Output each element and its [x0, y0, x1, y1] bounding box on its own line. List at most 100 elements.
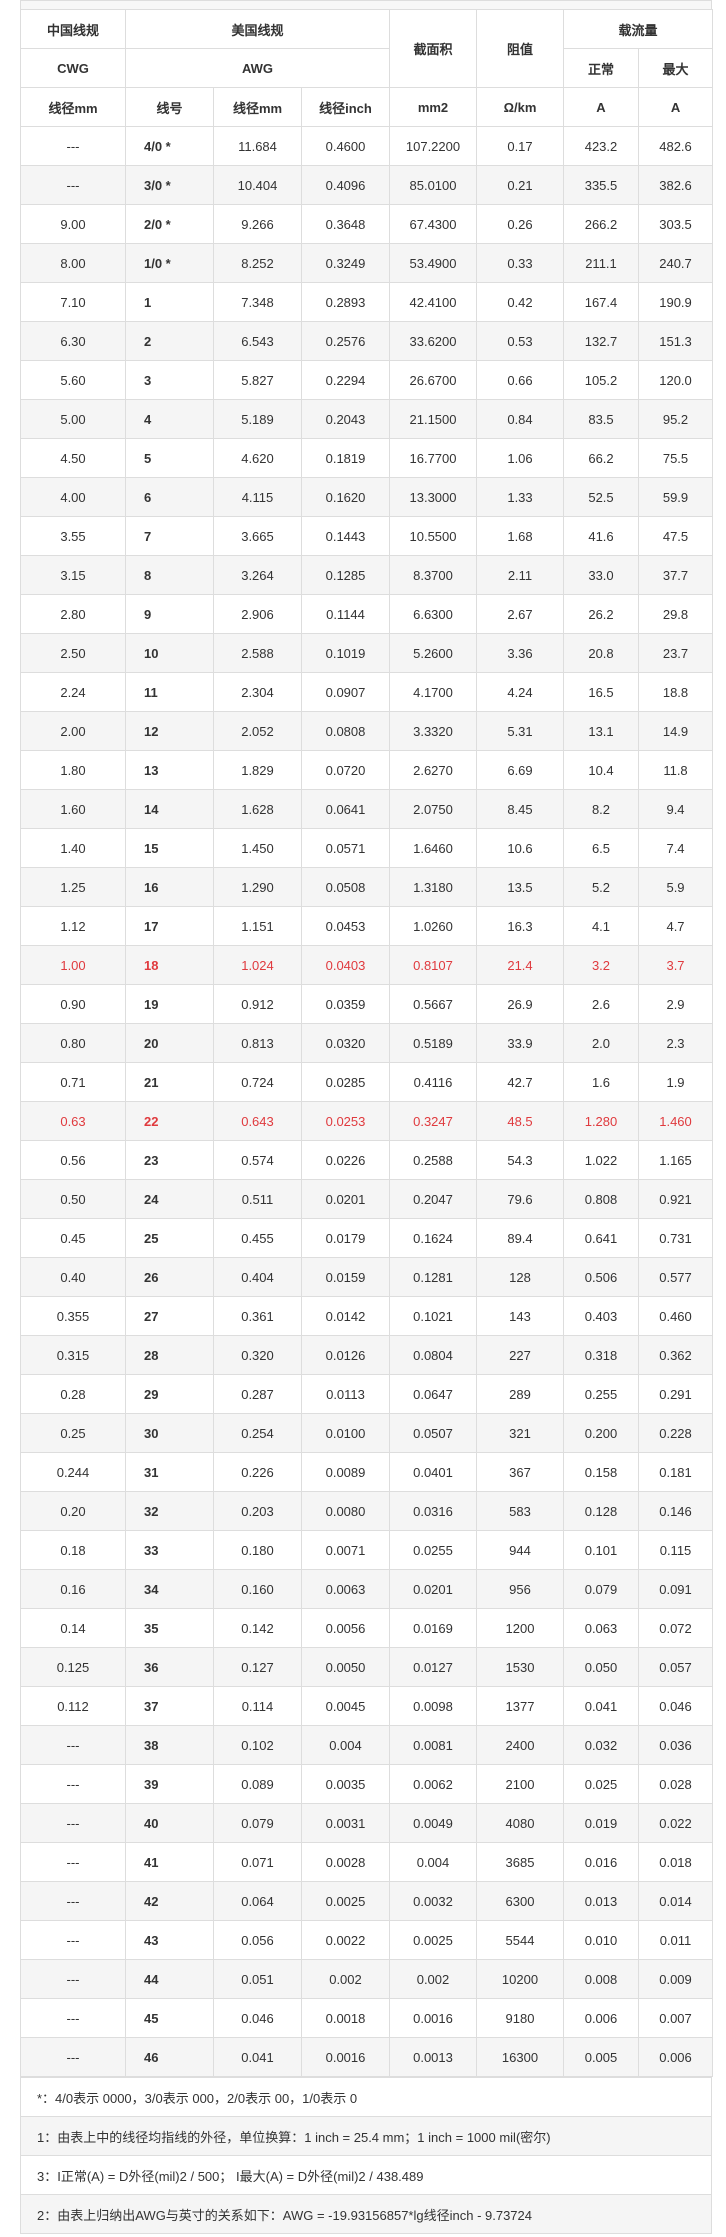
cell-awg-mm: 11.684	[213, 126, 302, 166]
cell-area: 21.1500	[389, 399, 477, 439]
header-cwg: CWG	[20, 48, 126, 88]
cell-awg-inch: 0.0089	[301, 1452, 390, 1492]
cell-awg-mm: 0.226	[213, 1452, 302, 1492]
cell-resistance: 321	[476, 1413, 564, 1453]
cell-area: 10.5500	[389, 516, 477, 556]
cell-normal-current: 33.0	[563, 555, 639, 595]
cell-cwg-mm: ---	[20, 1959, 126, 1999]
cell-cwg-mm: 0.112	[20, 1686, 126, 1726]
cell-awg-no: 20	[125, 1023, 214, 1063]
cell-max-current: 0.291	[637, 1374, 714, 1414]
cell-max-current: 0.181	[637, 1452, 714, 1492]
cell-max-current: 1.9	[637, 1062, 714, 1102]
cell-cwg-mm: 0.16	[20, 1569, 126, 1609]
cell-max-current: 0.146	[637, 1491, 714, 1531]
cell-awg-mm: 4.620	[213, 438, 302, 478]
table-row: 1.80 13 1.829 0.0720 2.6270 6.69 10.4 11.8	[20, 750, 714, 790]
cell-resistance: 2400	[476, 1725, 564, 1765]
table-row: --- 42 0.064 0.0025 0.0032 6300 0.013 0.014	[20, 1881, 714, 1921]
cell-resistance: 1200	[476, 1608, 564, 1648]
cell-awg-mm: 0.643	[213, 1101, 302, 1141]
cell-resistance: 5.31	[476, 711, 564, 751]
cell-cwg-mm: 3.15	[20, 555, 126, 595]
table-row: --- 45 0.046 0.0018 0.0016 9180 0.006 0.007	[20, 1998, 714, 2038]
cell-area: 0.2588	[389, 1140, 477, 1180]
cell-normal-current: 0.041	[563, 1686, 639, 1726]
cell-awg-no: 1	[125, 282, 214, 322]
cell-max-current: 37.7	[637, 555, 714, 595]
cell-normal-current: 0.006	[563, 1998, 639, 2038]
cell-awg-no: 14	[125, 789, 214, 829]
cell-resistance: 1.33	[476, 477, 564, 517]
cell-normal-current: 0.019	[563, 1803, 639, 1843]
cell-max-current: 0.057	[637, 1647, 714, 1687]
cell-awg-inch: 0.1443	[301, 516, 390, 556]
cell-awg-mm: 0.361	[213, 1296, 302, 1336]
cell-awg-mm: 0.160	[213, 1569, 302, 1609]
cell-awg-no: 5	[125, 438, 214, 478]
cell-awg-inch: 0.3648	[301, 204, 390, 244]
cell-awg-inch: 0.004	[301, 1725, 390, 1765]
table-row: 5.00 4 5.189 0.2043 21.1500 0.84 83.5 95.2	[20, 399, 714, 439]
cell-awg-mm: 3.264	[213, 555, 302, 595]
cell-area: 8.3700	[389, 555, 477, 595]
cell-cwg-mm: 0.14	[20, 1608, 126, 1648]
cell-cwg-mm: ---	[20, 1725, 126, 1765]
cell-cwg-mm: 1.60	[20, 789, 126, 829]
cell-area: 6.6300	[389, 594, 477, 634]
cell-max-current: 0.028	[637, 1764, 714, 1804]
cell-awg-inch: 0.0641	[301, 789, 390, 829]
cell-max-current: 18.8	[637, 672, 714, 712]
cell-awg-mm: 2.304	[213, 672, 302, 712]
cell-cwg-mm: 6.30	[20, 321, 126, 361]
cell-normal-current: 0.641	[563, 1218, 639, 1258]
cell-area: 0.8107	[389, 945, 477, 985]
cell-area: 0.2047	[389, 1179, 477, 1219]
cell-resistance: 0.17	[476, 126, 564, 166]
table-row: 0.112 37 0.114 0.0045 0.0098 1377 0.041 0.046	[20, 1686, 714, 1726]
cell-awg-no: 41	[125, 1842, 214, 1882]
cell-awg-inch: 0.0453	[301, 906, 390, 946]
cell-awg-no: 13	[125, 750, 214, 790]
cell-awg-inch: 0.0035	[301, 1764, 390, 1804]
cell-max-current: 303.5	[637, 204, 714, 244]
cell-normal-current: 0.128	[563, 1491, 639, 1531]
note-row: *：4/0表示 0000，3/0表示 000，2/0表示 00，1/0表示 0	[20, 2077, 712, 2117]
table-row: 2.50 10 2.588 0.1019 5.2600 3.36 20.8 23.7	[20, 633, 714, 673]
cell-max-current: 9.4	[637, 789, 714, 829]
cell-awg-no: 40	[125, 1803, 214, 1843]
cell-awg-mm: 0.203	[213, 1491, 302, 1531]
cell-normal-current: 16.5	[563, 672, 639, 712]
cell-awg-no: 9	[125, 594, 214, 634]
cell-awg-inch: 0.1019	[301, 633, 390, 673]
cell-area: 0.0507	[389, 1413, 477, 1453]
cell-awg-no: 2	[125, 321, 214, 361]
header-ampacity: 载流量	[562, 9, 714, 49]
cell-area: 107.2200	[389, 126, 477, 166]
cell-normal-current: 41.6	[563, 516, 639, 556]
cell-normal-current: 83.5	[563, 399, 639, 439]
cell-awg-no: 1/0 *	[125, 243, 214, 283]
cell-awg-inch: 0.0226	[301, 1140, 390, 1180]
cell-normal-current: 423.2	[563, 126, 639, 166]
cell-area: 0.1624	[389, 1218, 477, 1258]
cell-awg-no: 35	[125, 1608, 214, 1648]
cell-max-current: 3.7	[637, 945, 714, 985]
cell-awg-mm: 2.906	[213, 594, 302, 634]
cell-resistance: 944	[476, 1530, 564, 1570]
cell-awg-no: 16	[125, 867, 214, 907]
cell-area: 5.2600	[389, 633, 477, 673]
note-row: 1：由表上中的线径均指线的外径，单位换算：1 inch = 25.4 mm；1 …	[20, 2116, 712, 2156]
cell-resistance: 1530	[476, 1647, 564, 1687]
cell-normal-current: 52.5	[563, 477, 639, 517]
cell-awg-inch: 0.0571	[301, 828, 390, 868]
cell-max-current: 59.9	[637, 477, 714, 517]
cell-awg-inch: 0.4096	[301, 165, 390, 205]
cell-awg-mm: 1.628	[213, 789, 302, 829]
cell-awg-inch: 0.2893	[301, 282, 390, 322]
cell-awg-inch: 0.0063	[301, 1569, 390, 1609]
table-row: 5.60 3 5.827 0.2294 26.6700 0.66 105.2 120.0	[20, 360, 714, 400]
cell-max-current: 0.018	[637, 1842, 714, 1882]
cell-resistance: 10.6	[476, 828, 564, 868]
cell-max-current: 0.022	[637, 1803, 714, 1843]
